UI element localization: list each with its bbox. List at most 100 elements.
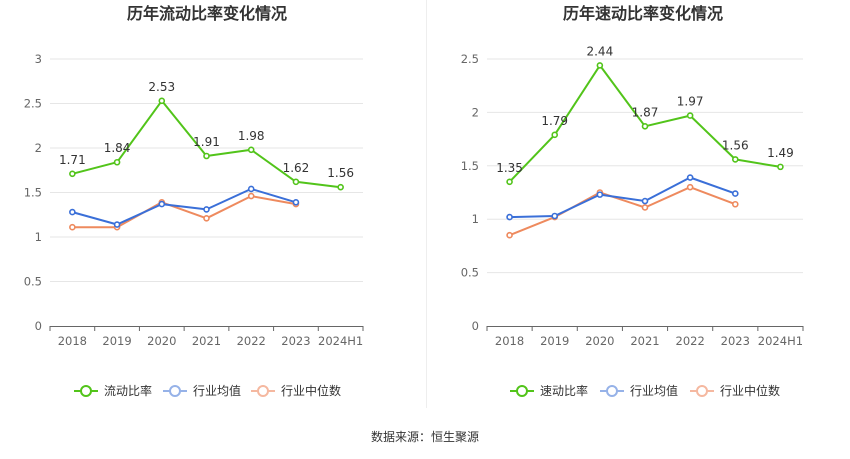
- data-point-avg[interactable]: [292, 198, 300, 206]
- chart-panel-2: 历年速动比率变化情况 0 0.5 1 1.5 2 2.5 2018 2019 2020 2021 20…: [461, 4, 804, 398]
- legend-label: 速动比率: [540, 383, 588, 398]
- legend-label: 行业均值: [630, 383, 678, 398]
- chart-title: 历年速动比率变化情况: [563, 4, 723, 23]
- data-label: 1.87: [632, 105, 659, 119]
- x-tick-label: 2024H1: [758, 334, 803, 348]
- y-tick-label: 3: [35, 52, 42, 66]
- data-point-median[interactable]: [506, 231, 513, 239]
- x-tick-label: 2018: [58, 334, 87, 348]
- legend-label: 行业中位数: [720, 383, 780, 398]
- data-point-main[interactable]: [203, 152, 210, 160]
- x-tick-label: 2022: [676, 334, 705, 348]
- y-tick-label: 2: [35, 141, 42, 155]
- x-tick-label: 2021: [630, 334, 659, 348]
- x-tick-label: 2021: [192, 334, 221, 348]
- y-tick-label: 0.5: [24, 275, 42, 289]
- data-label: 1.56: [327, 166, 354, 180]
- y-tick-label: 2.5: [461, 52, 479, 66]
- y-tick-label: 0.5: [461, 266, 479, 280]
- y-tick-label: 1: [472, 212, 479, 226]
- data-point-main[interactable]: [506, 178, 513, 186]
- legend-industry-median[interactable]: 行业中位数: [251, 383, 341, 398]
- data-label: 1.97: [677, 95, 704, 109]
- data-label: 1.35: [496, 161, 523, 175]
- data-source-note: 数据来源：恒生聚源: [370, 430, 479, 444]
- x-tick-label: 2019: [540, 334, 569, 348]
- y-tick-label: 0: [35, 319, 42, 333]
- data-label: 1.56: [722, 138, 749, 152]
- data-point-avg[interactable]: [203, 206, 210, 213]
- x-tick-label: 2022: [237, 334, 266, 348]
- data-label: 1.84: [104, 141, 131, 155]
- data-point-avg[interactable]: [506, 213, 513, 221]
- legend-industry-average[interactable]: 行业均值: [600, 383, 678, 398]
- y-tick-label: 0: [472, 319, 479, 333]
- data-point-main[interactable]: [337, 183, 344, 191]
- data-label: 1.71: [59, 153, 86, 167]
- data-point-main[interactable]: [731, 156, 739, 163]
- data-point-main[interactable]: [113, 158, 121, 166]
- data-point-main[interactable]: [158, 97, 166, 105]
- y-tick-label: 1.5: [24, 186, 42, 200]
- data-point-avg[interactable]: [641, 197, 649, 205]
- data-point-avg[interactable]: [69, 208, 76, 216]
- data-point-median[interactable]: [203, 215, 210, 222]
- chart-title: 历年流动比率变化情况: [127, 4, 287, 23]
- y-tick-label: 2: [472, 105, 479, 119]
- data-point-main[interactable]: [596, 62, 604, 69]
- data-point-avg[interactable]: [113, 221, 121, 228]
- x-tick-label: 2020: [585, 334, 614, 348]
- legend-label: 流动比率: [104, 383, 152, 398]
- x-tick-label: 2023: [721, 334, 750, 348]
- legend-marker: [606, 385, 618, 397]
- data-point-main[interactable]: [777, 163, 784, 171]
- x-tick-label: 2024H1: [318, 334, 363, 348]
- x-tick-label: 2020: [147, 334, 176, 348]
- legend-main[interactable]: 流动比率: [74, 383, 152, 398]
- series-line-avg: [509, 176, 736, 219]
- data-point-avg[interactable]: [731, 190, 739, 197]
- x-tick-label: 2023: [281, 334, 310, 348]
- y-tick-label: 2.5: [24, 97, 42, 111]
- data-label: 2.53: [148, 80, 175, 94]
- data-point-avg[interactable]: [686, 174, 694, 181]
- legend-marker: [696, 385, 708, 397]
- y-tick-label: 1.5: [461, 159, 479, 173]
- data-point-avg[interactable]: [247, 185, 255, 193]
- legend-industry-median[interactable]: 行业中位数: [690, 383, 780, 398]
- series-line-median: [72, 195, 297, 229]
- data-point-main[interactable]: [641, 122, 649, 130]
- data-point-main[interactable]: [69, 170, 76, 178]
- data-label: 1.98: [238, 129, 265, 143]
- data-label: 1.62: [283, 161, 310, 175]
- data-point-main[interactable]: [292, 178, 300, 186]
- data-label: 2.44: [586, 44, 613, 58]
- data-point-avg[interactable]: [596, 191, 604, 198]
- data-point-median[interactable]: [69, 223, 76, 231]
- y-tick-label: 1: [35, 230, 42, 244]
- data-label: 1.79: [541, 114, 568, 128]
- data-point-avg[interactable]: [158, 200, 166, 208]
- legend-marker: [169, 385, 181, 397]
- data-point-avg[interactable]: [551, 212, 559, 220]
- data-point-median[interactable]: [641, 204, 649, 211]
- legend-marker: [80, 385, 92, 397]
- data-point-median[interactable]: [247, 192, 255, 200]
- data-label: 1.91: [193, 135, 220, 149]
- legend-marker: [516, 385, 528, 397]
- data-point-median[interactable]: [731, 200, 739, 208]
- legend-industry-average[interactable]: 行业均值: [163, 383, 241, 398]
- series-line-median: [509, 186, 736, 237]
- data-point-median[interactable]: [686, 183, 694, 191]
- data-point-main[interactable]: [551, 131, 559, 139]
- legend-main[interactable]: 速动比率: [510, 383, 588, 398]
- x-tick-label: 2018: [495, 334, 524, 348]
- data-point-main[interactable]: [247, 146, 255, 154]
- x-tick-label: 2019: [102, 334, 131, 348]
- series-line-avg: [72, 187, 297, 226]
- data-point-main[interactable]: [686, 112, 694, 119]
- legend-label: 行业均值: [193, 383, 241, 398]
- legend-marker: [257, 385, 269, 397]
